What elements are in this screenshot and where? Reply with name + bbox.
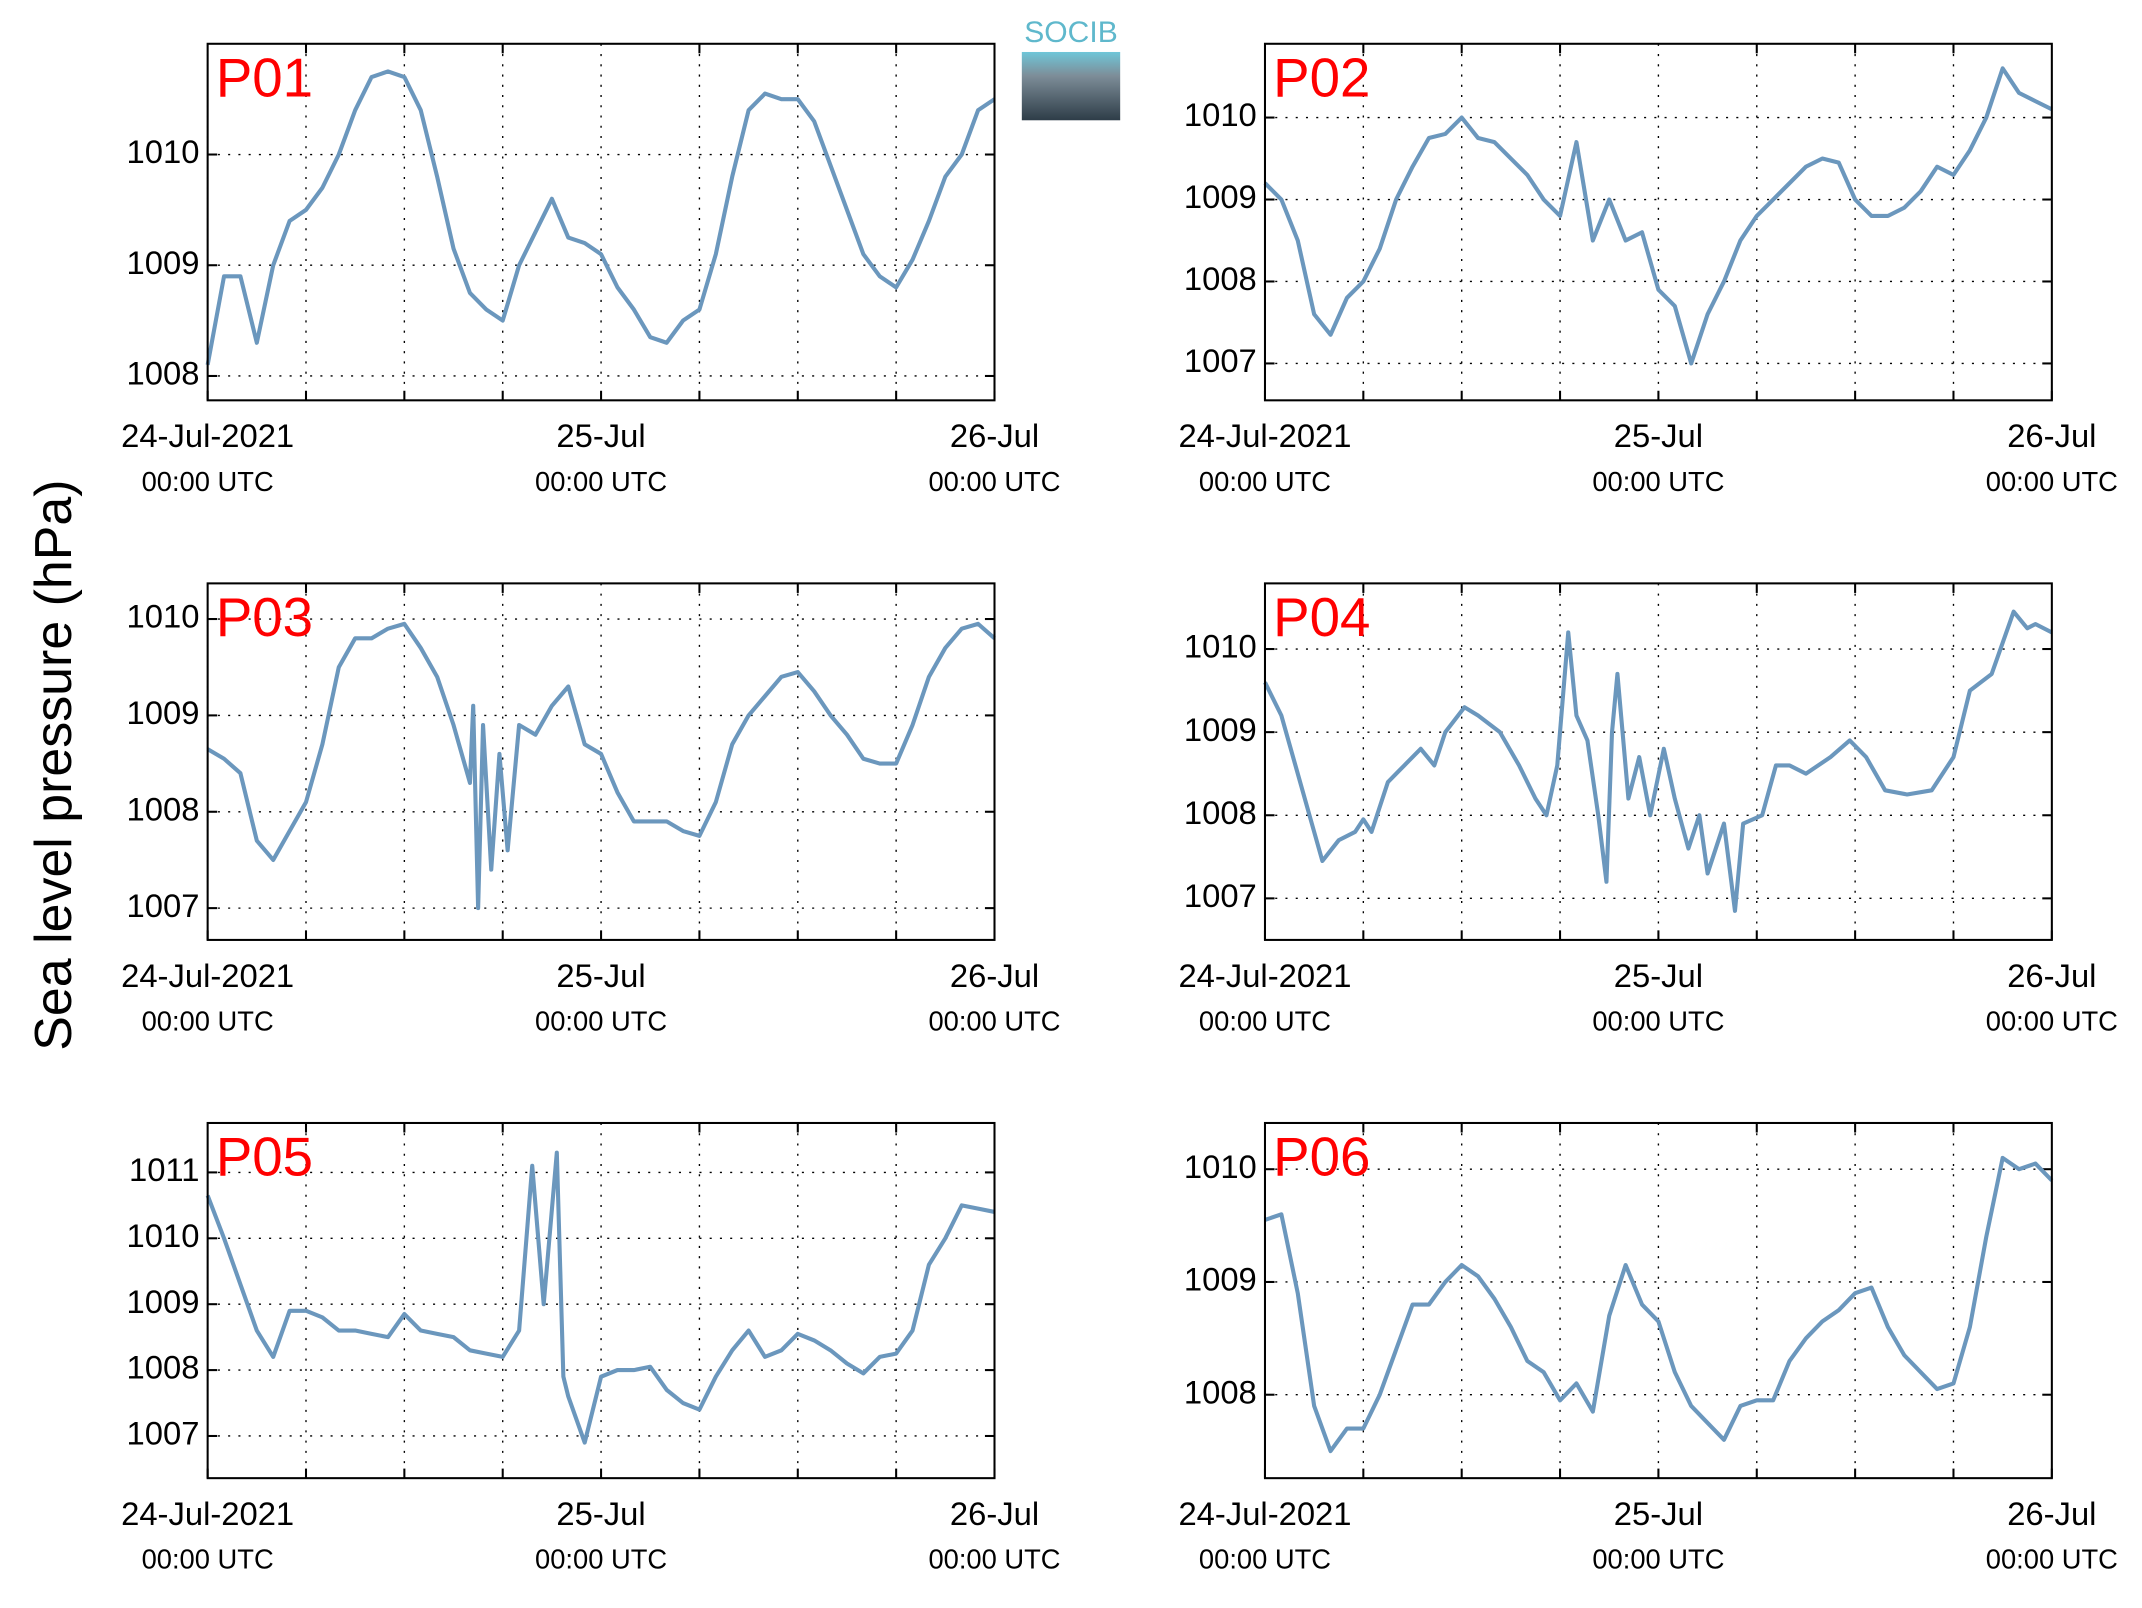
x-tick-label: 26-Jul [2007, 1495, 2096, 1532]
y-tick-label: 1009 [127, 244, 200, 281]
data-line [205, 1150, 995, 1445]
y-tick-label: 1009 [1184, 711, 1257, 748]
x-tick-sublabel: 00:00 UTC [928, 466, 1060, 497]
y-tick-label: 1008 [1184, 1373, 1257, 1410]
y-tick-label: 1010 [127, 1217, 200, 1254]
y-tick-label: 1009 [127, 694, 200, 731]
y-tick-label: 1010 [1184, 96, 1257, 133]
chart-title: P03 [216, 587, 313, 648]
data-line [1263, 66, 2053, 366]
chart-title: P01 [216, 47, 313, 108]
x-tick-label: 25-Jul [1614, 417, 1703, 454]
x-tick-sublabel: 00:00 UTC [1592, 466, 1724, 497]
x-tick-label: 25-Jul [1614, 1495, 1703, 1532]
y-tick-label: 1008 [1184, 794, 1257, 831]
logo-mark [1021, 51, 1121, 121]
data-line [206, 621, 996, 911]
plot-frame [206, 42, 996, 402]
y-tick-label: 1008 [127, 355, 200, 392]
x-tick-sublabel: 00:00 UTC [1592, 1005, 1724, 1036]
data-line [1263, 609, 2053, 913]
x-tick-label: 24-Jul-2021 [121, 417, 294, 454]
y-tick-label: 1007 [1184, 877, 1257, 914]
y-tick-label: 1010 [1184, 628, 1257, 665]
x-tick-sublabel: 00:00 UTC [535, 1544, 667, 1575]
x-tick-label: 25-Jul [556, 1495, 645, 1532]
x-tick-sublabel: 00:00 UTC [928, 1005, 1060, 1036]
logo-text: SOCIB [1024, 16, 1118, 49]
chart-title: P02 [1273, 47, 1370, 108]
plot-frame [206, 1121, 996, 1480]
x-tick-label: 26-Jul [950, 1495, 1039, 1532]
chart-title: P05 [216, 1127, 313, 1188]
plot-frame [1263, 582, 2053, 941]
x-tick-sublabel: 00:00 UTC [142, 1005, 274, 1036]
y-tick-label: 1009 [1184, 178, 1257, 215]
y-tick-label: 1008 [127, 1349, 200, 1386]
x-tick-sublabel: 00:00 UTC [142, 466, 274, 497]
x-tick-sublabel: 00:00 UTC [1199, 1005, 1331, 1036]
y-tick-label: 1010 [127, 133, 200, 170]
y-tick-label: 1007 [1184, 342, 1257, 379]
x-tick-label: 26-Jul [950, 417, 1039, 454]
chart-title: P06 [1273, 1127, 1370, 1188]
y-axis-label: Sea level pressure (hPa) [25, 479, 83, 1050]
plot-frame [1263, 42, 2053, 402]
x-tick-sublabel: 00:00 UTC [1986, 1544, 2118, 1575]
x-tick-label: 24-Jul-2021 [121, 1495, 294, 1532]
x-tick-sublabel: 00:00 UTC [142, 1544, 274, 1575]
chart-title: P04 [1273, 587, 1370, 648]
x-tick-label: 26-Jul [2007, 417, 2096, 454]
x-tick-sublabel: 00:00 UTC [1592, 1544, 1724, 1575]
y-tick-label: 1009 [127, 1283, 200, 1320]
x-tick-sublabel: 00:00 UTC [1986, 1005, 2118, 1036]
x-tick-label: 24-Jul-2021 [1178, 957, 1351, 994]
x-tick-label: 24-Jul-2021 [121, 957, 294, 994]
y-tick-label: 1010 [1184, 1148, 1257, 1185]
x-tick-sublabel: 00:00 UTC [535, 1005, 667, 1036]
x-tick-sublabel: 00:00 UTC [535, 466, 667, 497]
y-tick-label: 1011 [129, 1151, 199, 1188]
x-tick-label: 26-Jul [2007, 957, 2096, 994]
x-tick-label: 24-Jul-2021 [1178, 417, 1351, 454]
y-tick-label: 1010 [127, 598, 200, 635]
x-tick-label: 26-Jul [950, 957, 1039, 994]
y-tick-label: 1008 [1184, 260, 1257, 297]
y-tick-label: 1007 [127, 1415, 200, 1452]
x-tick-sublabel: 00:00 UTC [1986, 466, 2118, 497]
y-tick-label: 1009 [1184, 1261, 1257, 1298]
data-line [1264, 1155, 2054, 1454]
x-tick-label: 25-Jul [556, 957, 645, 994]
x-tick-label: 24-Jul-2021 [1178, 1495, 1351, 1532]
y-tick-label: 1007 [127, 887, 200, 924]
plot-frame [206, 582, 996, 941]
plot-frame [1263, 1121, 2053, 1480]
x-tick-label: 25-Jul [556, 417, 645, 454]
y-tick-label: 1008 [127, 790, 200, 827]
x-tick-sublabel: 00:00 UTC [1199, 466, 1331, 497]
x-tick-sublabel: 00:00 UTC [928, 1544, 1060, 1575]
data-line [205, 69, 996, 366]
x-tick-sublabel: 00:00 UTC [1199, 1544, 1331, 1575]
x-tick-label: 25-Jul [1614, 957, 1703, 994]
